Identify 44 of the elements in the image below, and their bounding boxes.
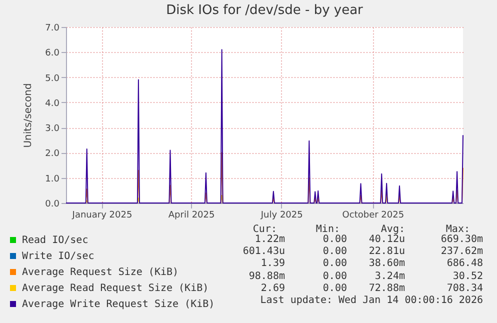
y-tick-label: 0.0	[45, 200, 60, 210]
text: 72.88m	[368, 282, 405, 295]
legend-label: Average Write Request Size (KiB)	[22, 299, 215, 310]
text: 0.00	[322, 282, 347, 295]
legend-label: Write IO/sec	[22, 251, 94, 262]
y-tick-label: 1.0	[45, 174, 60, 184]
y-tick-label: 6.0	[45, 48, 60, 59]
y-axis-title: Units/second	[23, 83, 34, 148]
text: 38.60m	[368, 258, 405, 270]
y-tick-label: 4.0	[45, 98, 60, 109]
text: 669.30m	[440, 234, 483, 246]
x-tick-label: January 2025	[71, 210, 132, 220]
legend-label: Read IO/sec	[22, 235, 88, 246]
text: 0.00	[322, 246, 347, 258]
text: 0.00	[322, 270, 347, 283]
y-tick-label: 3.0	[45, 124, 60, 134]
x-tick-label: October 2025	[342, 210, 404, 220]
text: 3.24m	[374, 270, 405, 283]
text: Avg:	[380, 224, 405, 235]
text: 0.00	[322, 234, 347, 246]
chart-title: Disk IOs for /dev/sde - by year	[166, 3, 364, 18]
text: 686.48	[446, 258, 483, 270]
legend-label: Average Request Size (KiB)	[22, 267, 179, 278]
text: 2.69	[260, 282, 285, 295]
text: Min:	[316, 224, 340, 235]
legend-label: Average Read Request Size (KiB)	[22, 283, 209, 294]
text: 22.81u	[368, 246, 405, 258]
text: Last update: Wed Jan 14 00:00:16 2026	[260, 295, 483, 307]
text: 1.39	[260, 258, 285, 270]
x-tick-label: July 2025	[260, 210, 303, 220]
text: 1.22m	[254, 234, 285, 246]
y-tick-label: 7.0	[45, 24, 60, 34]
text: 40.12u	[368, 234, 405, 246]
text: 0.00	[322, 258, 347, 270]
text: 98.88m	[248, 270, 285, 283]
text: 30.52	[452, 270, 483, 283]
text: 237.62m	[440, 246, 483, 258]
text: 708.34	[446, 282, 483, 295]
text: Max:	[446, 224, 470, 235]
x-tick-label: April 2025	[168, 210, 215, 220]
y-tick-label: 5.0	[45, 74, 60, 84]
text: Cur:	[252, 224, 277, 235]
y-tick-label: 2.0	[45, 149, 60, 160]
text: 601.43u	[242, 246, 285, 258]
